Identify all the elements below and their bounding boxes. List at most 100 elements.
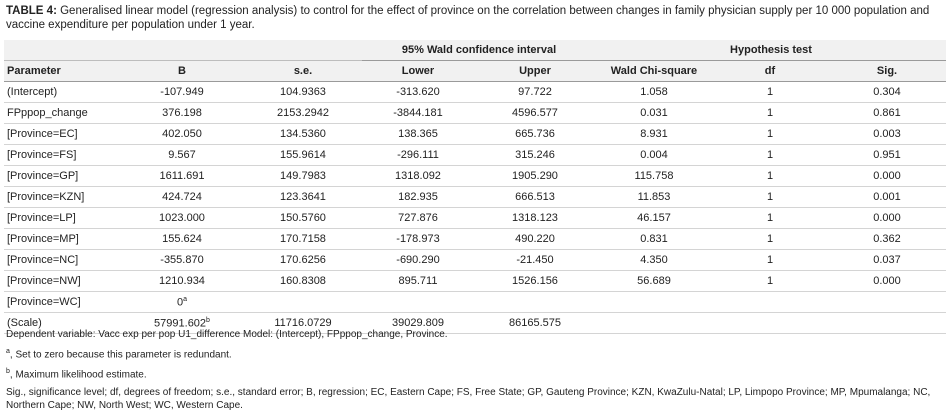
group-header-row: 95% Wald confidence interval Hypothesis t…	[4, 40, 947, 61]
table-cell: 134.5360	[244, 123, 362, 145]
table-cell: 0.000	[828, 207, 947, 229]
empty-cell	[596, 291, 712, 313]
column-header: Parameter	[4, 60, 120, 82]
empty-cell	[828, 312, 947, 334]
cell-text: 57991.602	[154, 317, 207, 330]
column-header: Upper	[474, 60, 596, 82]
note: a, Set to zero because this parameter is…	[6, 345, 946, 362]
table-cell: 4.350	[596, 249, 712, 271]
table-row: FPppop_change 376.198 2153.2942 -3844.181 45…	[4, 102, 947, 124]
table-cell: -21.450	[474, 249, 596, 271]
column-header: B	[120, 60, 244, 82]
table-cell: 1	[712, 228, 828, 250]
table-cell: 9.567	[120, 144, 244, 166]
table-row: [Province=EC] 402.050 134.5360 138.365 665.7…	[4, 123, 947, 145]
table-cell: 1318.123	[474, 207, 596, 229]
table-cell: 104.9363	[244, 81, 362, 103]
table-cell: 0a	[120, 291, 244, 313]
row-label: [Province=KZN]	[4, 186, 120, 208]
cell-footnote-mark: a	[183, 295, 188, 303]
row-label: [Province=FS]	[4, 144, 120, 166]
table-cell: 727.876	[362, 207, 474, 229]
row-label: [Province=WC]	[4, 291, 120, 313]
column-header: Wald Chi-square	[596, 60, 712, 82]
table-cell: 0.831	[596, 228, 712, 250]
row-label: [Province=MP]	[4, 228, 120, 250]
table-cell: 1	[712, 81, 828, 103]
column-header: s.e.	[244, 60, 362, 82]
table-cell: 402.050	[120, 123, 244, 145]
table-cell: 57991.602b	[120, 312, 244, 334]
cell-text: 0	[176, 296, 184, 309]
table-cell: 0.000	[828, 165, 947, 187]
table-row: (Intercept) -107.949 104.9363 -313.620 97.72…	[4, 81, 947, 103]
table-header: 95% Wald confidence interval Hypothesis t…	[4, 40, 947, 82]
table-cell: 8.931	[596, 123, 712, 145]
table-cell: 1611.691	[120, 165, 244, 187]
table-cell: 1	[712, 249, 828, 271]
table-cell: 155.624	[120, 228, 244, 250]
table-cell: -313.620	[362, 81, 474, 103]
table-cell: -690.290	[362, 249, 474, 271]
column-group: Hypothesis test	[596, 40, 947, 61]
row-label: [Province=NC]	[4, 249, 120, 271]
table-cell: 1	[712, 165, 828, 187]
table-cell: 490.220	[474, 228, 596, 250]
table-cell: 0.003	[828, 123, 947, 145]
results-table: 95% Wald confidence interval Hypothesis t…	[4, 40, 947, 334]
table-cell: 46.157	[596, 207, 712, 229]
empty-cell	[712, 291, 828, 313]
table-cell: 115.758	[596, 165, 712, 187]
table-cell: 182.935	[362, 186, 474, 208]
table-cell: 376.198	[120, 102, 244, 124]
table-cell: 665.736	[474, 123, 596, 145]
table-cell: 0.037	[828, 249, 947, 271]
table-cell: 1023.000	[120, 207, 244, 229]
page: TABLE 4: Generalised linear model (regre…	[4, 4, 947, 411]
table-cell: 56.689	[596, 270, 712, 292]
empty-cell	[362, 291, 474, 313]
table-cell: 4596.577	[474, 102, 596, 124]
table-cell: 666.513	[474, 186, 596, 208]
empty-cell	[244, 291, 362, 313]
row-label: [Province=LP]	[4, 207, 120, 229]
note-text: Dependent variable: Vacc exp per pop U1_…	[6, 329, 448, 340]
table-cell: 11716.0729	[244, 312, 362, 334]
table-row: (Scale) 57991.602b 11716.0729 39029.809 8616…	[4, 312, 947, 334]
table-cell: 123.3641	[244, 186, 362, 208]
table-cell: 1	[712, 207, 828, 229]
table-cell: 1905.290	[474, 165, 596, 187]
column-header: Sig.	[828, 60, 947, 82]
cell-footnote-mark: b	[206, 316, 210, 324]
table-cell: 1210.934	[120, 270, 244, 292]
table-title: TABLE 4: Generalised linear model (regre…	[6, 4, 942, 32]
note-text: , Maximum likelihood estimate.	[9, 369, 147, 381]
header-spacer	[4, 40, 362, 61]
table-row: [Province=KZN] 424.724 123.3641 182.935 666.…	[4, 186, 947, 208]
row-label: [Province=NW]	[4, 270, 120, 292]
table-row: [Province=LP] 1023.000 150.5760 727.876 1318…	[4, 207, 947, 229]
note: b, Maximum likelihood estimate.	[6, 365, 946, 382]
table-cell: 149.7983	[244, 165, 362, 187]
table-cell: 0.304	[828, 81, 947, 103]
table-cell: -107.949	[120, 81, 244, 103]
table-cell: 0.004	[596, 144, 712, 166]
title-text: Generalised linear model (regression ana…	[6, 5, 930, 31]
table-cell: 170.6256	[244, 249, 362, 271]
table-row: [Province=MP] 155.624 170.7158 -178.973 490.…	[4, 228, 947, 250]
table-cell: -3844.181	[362, 102, 474, 124]
table-cell: 0.951	[828, 144, 947, 166]
table-cell: 2153.2942	[244, 102, 362, 124]
table-cell: 11.853	[596, 186, 712, 208]
table-cell: 39029.809	[362, 312, 474, 334]
table-cell: 424.724	[120, 186, 244, 208]
table-cell: 160.8308	[244, 270, 362, 292]
table-cell: 97.722	[474, 81, 596, 103]
row-label: FPppop_change	[4, 102, 120, 124]
table-row: [Province=NW] 1210.934 160.8308 895.711 1526…	[4, 270, 947, 292]
note-text: , Set to zero because this parameter is …	[9, 349, 232, 361]
note-text: Sig., significance level; df, degrees of…	[6, 386, 931, 412]
table-cell: -355.870	[120, 249, 244, 271]
table-cell: 150.5760	[244, 207, 362, 229]
